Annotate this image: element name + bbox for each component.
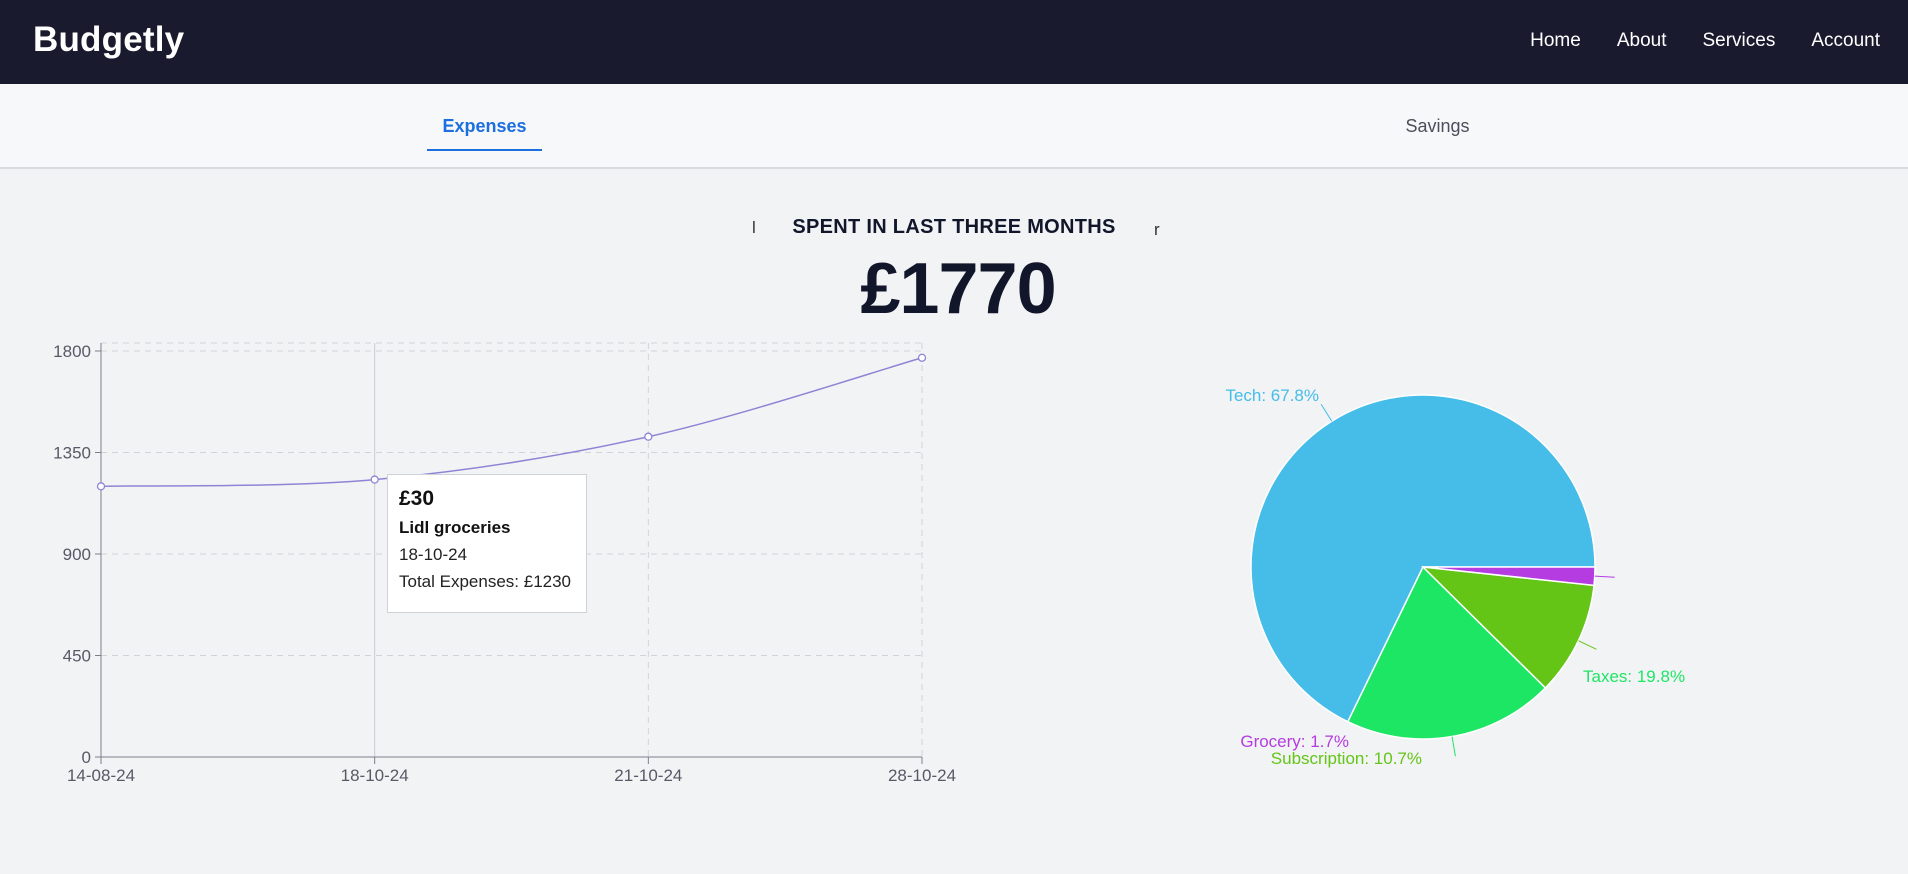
x-tick-label: 18-10-24: [341, 766, 409, 785]
pie-slice-label: Tech: 67.8%: [1225, 386, 1319, 405]
pie-label-line: [1320, 403, 1333, 422]
main-nav: Home About Services Account: [1530, 30, 1880, 52]
data-point[interactable]: [370, 475, 379, 484]
x-tick-label: 21-10-24: [614, 766, 682, 785]
x-tick-label: 28-10-24: [888, 766, 956, 785]
x-tick-label: 14-08-24: [67, 766, 135, 785]
nav-about-link[interactable]: About: [1616, 30, 1667, 51]
pie-label-line: [1578, 640, 1597, 650]
pie-slice[interactable]: [1420, 566, 1595, 689]
summary-label: SPENT IN LAST THREE MONTHS: [792, 216, 1116, 238]
pie-slice[interactable]: [1346, 565, 1547, 740]
total-spent-amount: £1770: [860, 249, 1056, 329]
nav-home-link[interactable]: Home: [1530, 30, 1581, 51]
y-tick-label: 1800: [53, 342, 91, 361]
pie-label-line: [1594, 575, 1615, 578]
tooltip-total: Total Expenses: £1230: [399, 572, 572, 591]
pie-slice-label: Grocery: 1.7%: [1240, 732, 1349, 751]
expenses-series-line: [100, 357, 923, 488]
y-tick-label: 450: [63, 647, 91, 666]
pie-label-line: [1451, 736, 1456, 757]
y-tick-label: 1350: [53, 444, 91, 463]
pie-slice-label: Subscription: 10.7%: [1271, 749, 1422, 768]
tooltip-date: 18-10-24: [399, 545, 468, 564]
top-navbar: Budgetly Home About Services Account: [0, 0, 1908, 84]
nav-account-link[interactable]: Account: [1811, 30, 1880, 51]
y-tick-label: 0: [82, 748, 91, 767]
data-point[interactable]: [917, 353, 927, 362]
brand-logo[interactable]: Budgetly: [33, 20, 185, 59]
previous-period-button[interactable]: l: [752, 218, 756, 237]
tab-bar: Expenses Savings: [0, 84, 1908, 169]
next-period-button[interactable]: r: [1154, 220, 1160, 239]
data-point[interactable]: [96, 482, 106, 491]
tab-expenses[interactable]: Expenses: [427, 116, 542, 151]
tooltip-expense-name: Lidl groceries: [399, 518, 511, 537]
tab-savings[interactable]: Savings: [1405, 116, 1470, 136]
data-point[interactable]: [644, 432, 653, 441]
chart-tooltip: £30 Lidl groceries 18-10-24 Total Expens…: [387, 474, 587, 613]
pie-slice-label: Taxes: 19.8%: [1583, 667, 1685, 686]
tooltip-amount: £30: [399, 487, 435, 510]
y-tick-label: 900: [63, 545, 91, 564]
nav-services-link[interactable]: Services: [1702, 30, 1776, 51]
